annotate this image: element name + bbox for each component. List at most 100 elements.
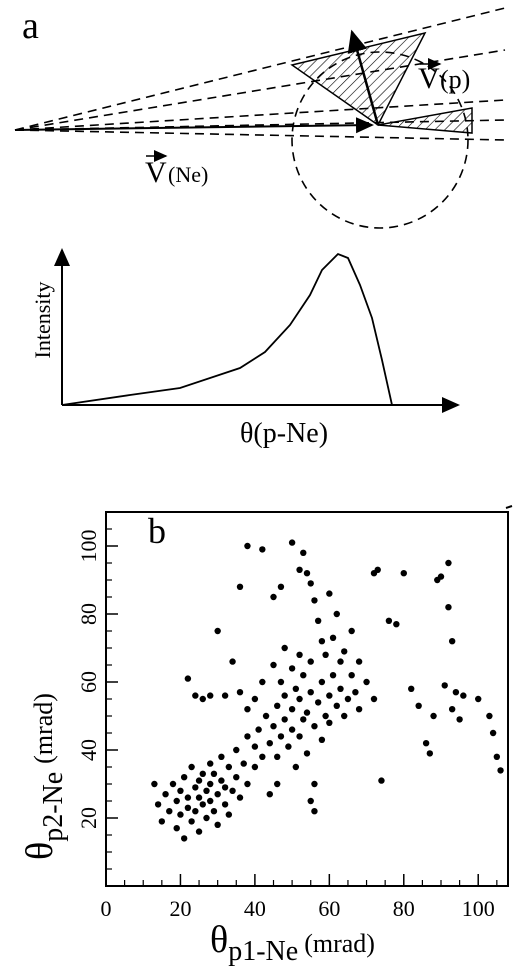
data-point xyxy=(180,774,188,781)
data-point xyxy=(177,811,184,818)
axis-subscript: p1-Ne xyxy=(228,936,298,967)
data-point xyxy=(408,685,415,692)
data-point xyxy=(188,763,195,771)
data-point xyxy=(337,658,344,665)
x-tick-label: 60 xyxy=(318,896,340,921)
data-point xyxy=(169,780,177,788)
data-point xyxy=(207,797,214,805)
data-point xyxy=(348,672,355,679)
data-point xyxy=(274,780,281,788)
data-point xyxy=(173,825,180,832)
data-point xyxy=(296,695,303,703)
data-point xyxy=(173,797,180,805)
data-point xyxy=(281,716,288,723)
data-point xyxy=(400,570,407,577)
data-point xyxy=(497,767,504,774)
data-point xyxy=(288,539,296,546)
data-point xyxy=(348,627,355,635)
data-point xyxy=(158,818,166,825)
data-point xyxy=(251,743,259,750)
data-point xyxy=(192,808,199,815)
data-point xyxy=(355,658,363,665)
data-point xyxy=(207,780,214,788)
data-point xyxy=(195,828,203,835)
data-point xyxy=(296,733,303,740)
x-tick-label: 0 xyxy=(101,896,112,921)
data-point xyxy=(296,566,303,573)
data-point xyxy=(195,777,203,784)
data-point xyxy=(448,706,456,713)
vector-label: (p) xyxy=(440,65,470,94)
data-point xyxy=(277,733,285,740)
y-tick-label: 60 xyxy=(76,671,101,693)
data-point xyxy=(244,733,251,740)
data-point xyxy=(240,760,247,767)
data-point xyxy=(370,695,378,703)
data-point xyxy=(341,712,348,720)
data-point xyxy=(270,723,277,730)
panel-label: a xyxy=(22,5,39,47)
data-point xyxy=(184,675,192,682)
data-point xyxy=(344,695,352,703)
data-point xyxy=(385,617,393,624)
data-point xyxy=(303,570,311,577)
data-point xyxy=(314,699,322,706)
data-point xyxy=(162,791,169,798)
data-point xyxy=(214,791,221,798)
data-point xyxy=(322,651,329,658)
data-point xyxy=(277,583,285,590)
y-tick-label: 80 xyxy=(76,603,101,625)
data-point xyxy=(225,811,233,818)
data-point xyxy=(233,774,240,781)
data-point xyxy=(311,597,318,604)
data-point xyxy=(329,634,337,641)
data-point xyxy=(318,736,326,743)
data-point xyxy=(214,821,221,828)
data-point xyxy=(192,784,199,791)
data-point xyxy=(177,787,184,794)
data-point xyxy=(326,719,333,726)
data-point xyxy=(207,760,214,767)
vector-symbol: V xyxy=(418,62,440,95)
data-point xyxy=(218,753,225,760)
y-tick-label: 100 xyxy=(76,530,101,563)
axis-symbol: θ xyxy=(19,842,61,860)
data-point xyxy=(281,692,288,699)
data-point xyxy=(300,549,307,556)
vector-label: (Ne) xyxy=(168,162,208,187)
data-point xyxy=(307,689,314,696)
axis-unit: (mrad) xyxy=(29,693,58,764)
data-point xyxy=(277,678,285,686)
data-point xyxy=(274,702,281,709)
data-point xyxy=(288,706,296,713)
data-point xyxy=(300,672,307,679)
axis-unit: (mrad) xyxy=(304,929,375,958)
data-point xyxy=(437,573,445,580)
data-point xyxy=(422,740,430,747)
data-point xyxy=(203,814,210,822)
data-point xyxy=(281,644,288,652)
data-point xyxy=(493,753,501,760)
data-point xyxy=(430,712,437,720)
data-point xyxy=(352,689,359,696)
x-tick-label: 80 xyxy=(393,896,415,921)
data-point xyxy=(270,593,277,601)
y-tick-label: 40 xyxy=(76,739,101,761)
data-point xyxy=(311,723,318,730)
data-point xyxy=(151,780,158,788)
x-tick-label: 20 xyxy=(169,896,191,921)
data-point xyxy=(296,651,303,658)
data-point xyxy=(333,610,340,618)
axis-label: Intensity xyxy=(30,282,55,359)
data-point xyxy=(318,638,326,645)
data-point xyxy=(363,678,370,686)
data-point xyxy=(199,770,206,777)
data-point xyxy=(207,692,214,699)
data-point xyxy=(311,780,318,788)
data-point xyxy=(303,750,311,757)
data-point xyxy=(333,702,340,709)
panel-label: b xyxy=(148,511,166,551)
data-point xyxy=(166,808,173,815)
data-point xyxy=(251,763,259,771)
